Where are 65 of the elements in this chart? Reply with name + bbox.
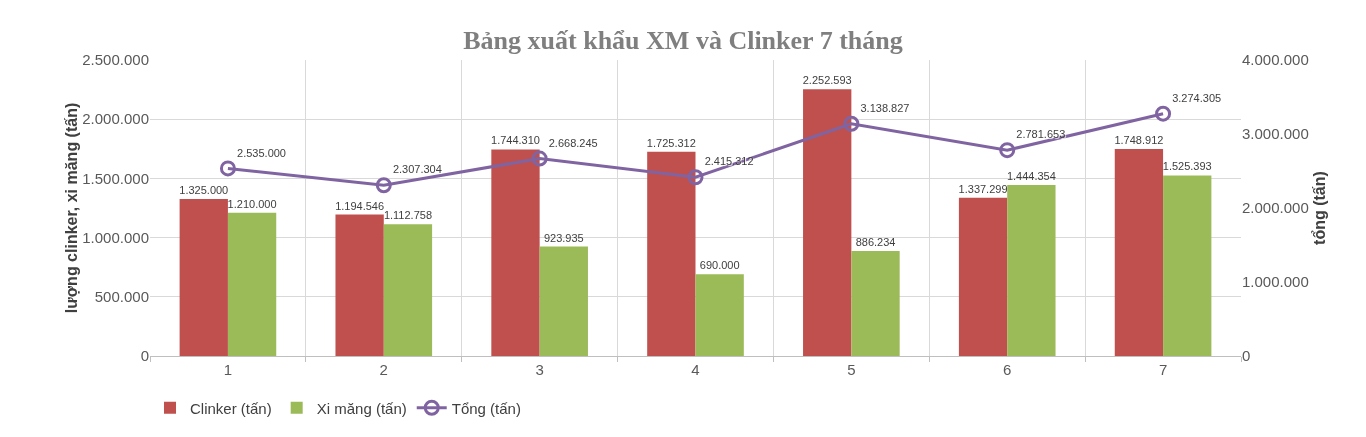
- data-label: 2.252.593: [802, 74, 852, 87]
- bar: [335, 214, 384, 356]
- data-label: 1.194.546: [335, 199, 385, 212]
- x-tick-label: 5: [847, 361, 856, 378]
- bar: [958, 197, 1008, 356]
- legend-label: Clinker (tấn): [190, 399, 272, 417]
- x-tick-label: 1: [223, 361, 233, 378]
- chart-title: Bảng xuất khẩu XM và Clinker 7 tháng: [463, 25, 903, 55]
- y2-axis-title: tổng (tấn): [1310, 171, 1328, 245]
- y-tick-label: 2.000.000: [82, 110, 149, 128]
- point: [1155, 105, 1172, 122]
- point: [687, 169, 704, 186]
- x-tick-label: 7: [1158, 361, 1168, 378]
- point: [531, 150, 548, 167]
- data-label: 1.112.758: [383, 209, 433, 222]
- bar: [383, 224, 433, 356]
- bar: [1114, 148, 1164, 356]
- data-label: 2.535.000: [237, 146, 286, 159]
- data-label: 3.274.305: [1172, 91, 1222, 104]
- point: [219, 160, 236, 177]
- data-label: 1.725.312: [646, 136, 696, 149]
- y2-tick-label: 1.000.000: [1242, 273, 1309, 291]
- data-label: 1.210.000: [227, 197, 277, 210]
- y-tick-label: 500.000: [94, 288, 149, 306]
- bar: [227, 212, 277, 356]
- data-label: 690.000: [699, 259, 740, 272]
- bar: [539, 246, 588, 356]
- x-tick-label: 2: [379, 361, 388, 378]
- point: [375, 177, 392, 194]
- bar: [803, 89, 852, 356]
- legend-label: Tổng (tấn): [451, 399, 521, 417]
- data-label: 1.444.354: [1006, 169, 1056, 182]
- point: [999, 142, 1016, 159]
- y-tick-label: 2.500.000: [82, 51, 149, 69]
- bar: [647, 151, 696, 356]
- x-tick-label: 6: [1003, 361, 1012, 378]
- y-tick-label: 1.000.000: [82, 228, 149, 246]
- data-label: 1.337.299: [958, 182, 1008, 195]
- x-tick-label: 4: [691, 361, 700, 378]
- y2-tick-label: 3.000.000: [1242, 125, 1309, 143]
- bar: [179, 199, 228, 356]
- y-axis-title: lượng clinker, xi măng (tấn): [63, 102, 81, 314]
- bar: [1163, 175, 1212, 356]
- bar: [851, 251, 900, 356]
- y2-tick-label: 0: [1242, 347, 1251, 365]
- data-label: 2.668.245: [548, 136, 598, 149]
- data-label: 1.744.310: [491, 134, 540, 147]
- data-label: 1.325.000: [179, 184, 229, 197]
- y-tick-label: 1.500.000: [82, 169, 149, 187]
- data-label: 1.748.912: [1114, 133, 1164, 146]
- data-label: 2.781.653: [1016, 128, 1066, 141]
- y2-tick-label: 4.000.000: [1242, 51, 1309, 69]
- data-label: 923.935: [543, 231, 584, 244]
- bar: [695, 274, 744, 356]
- bar: [1007, 184, 1056, 356]
- y-tick-label: 0: [140, 347, 149, 365]
- bar: [491, 149, 540, 356]
- data-label: 1.525.393: [1162, 160, 1212, 173]
- x-tick-label: 3: [535, 361, 544, 378]
- point: [843, 115, 860, 132]
- data-label: 2.307.304: [392, 163, 442, 176]
- y2-tick-label: 2.000.000: [1242, 199, 1309, 217]
- data-label: 3.138.827: [860, 101, 910, 114]
- data-label: 886.234: [855, 236, 896, 249]
- legend-label: Xi măng (tấn): [316, 399, 407, 417]
